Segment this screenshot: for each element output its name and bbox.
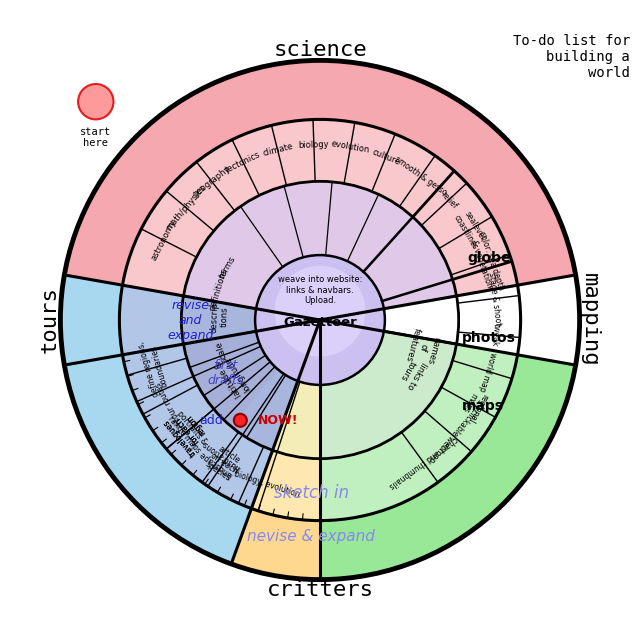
Text: chart and thumbnails: chart and thumbnails bbox=[387, 434, 460, 490]
Polygon shape bbox=[65, 60, 575, 285]
Text: definitions: definitions bbox=[207, 266, 229, 312]
Circle shape bbox=[255, 255, 385, 385]
Text: sketch in: sketch in bbox=[274, 484, 349, 502]
Polygon shape bbox=[184, 181, 456, 308]
Polygon shape bbox=[184, 332, 320, 459]
Text: scale: scale bbox=[214, 340, 230, 364]
Text: climate: climate bbox=[261, 141, 294, 158]
Text: biology: biology bbox=[298, 140, 330, 150]
Text: culture: culture bbox=[371, 148, 401, 167]
Text: nevise & expand: nevise & expand bbox=[247, 529, 375, 545]
Text: color: sea depth
& vegetation: color: sea depth & vegetation bbox=[467, 230, 505, 295]
Text: critters: critters bbox=[266, 580, 374, 600]
Text: mapping: mapping bbox=[580, 273, 600, 367]
Text: portraits &
range maps: portraits & range maps bbox=[166, 407, 210, 454]
Text: Gazetteer: Gazetteer bbox=[283, 316, 357, 330]
Text: maps: maps bbox=[461, 399, 504, 413]
Circle shape bbox=[275, 266, 365, 356]
Text: sealevel,
coastlines: sealevel, coastlines bbox=[452, 208, 489, 251]
Polygon shape bbox=[181, 296, 298, 451]
Text: tour routes: tour routes bbox=[154, 380, 182, 422]
Polygon shape bbox=[184, 320, 320, 426]
Text: terms: terms bbox=[218, 254, 238, 280]
Text: To-do list for
building a
world: To-do list for building a world bbox=[513, 34, 630, 80]
Text: science: science bbox=[273, 40, 367, 60]
Text: relief: relief bbox=[438, 190, 458, 211]
Text: smooth & gesso: smooth & gesso bbox=[393, 155, 449, 198]
Polygon shape bbox=[320, 332, 456, 459]
Polygon shape bbox=[120, 285, 273, 509]
Text: stage & shoot: stage & shoot bbox=[486, 271, 502, 326]
Text: regional
maps: regional maps bbox=[458, 387, 490, 424]
Polygon shape bbox=[122, 120, 518, 296]
Text: descrip-
tions: descrip- tions bbox=[209, 300, 230, 334]
Text: revise
and
expand: revise and expand bbox=[167, 298, 213, 342]
Text: add: add bbox=[199, 414, 223, 427]
Text: biology, evolution: biology, evolution bbox=[233, 469, 301, 499]
Text: evolution: evolution bbox=[330, 140, 371, 155]
Text: clickable webmap: clickable webmap bbox=[426, 406, 479, 464]
Text: article
on each
species: article on each species bbox=[203, 442, 244, 484]
Text: start
here: start here bbox=[80, 127, 111, 148]
Circle shape bbox=[234, 414, 247, 427]
Text: photos: photos bbox=[461, 331, 515, 345]
Text: first
drafts: first drafts bbox=[207, 359, 244, 387]
Text: define regions,
boundaries: define regions, boundaries bbox=[137, 337, 172, 397]
Text: tours: tours bbox=[40, 287, 60, 353]
Polygon shape bbox=[320, 344, 518, 520]
Polygon shape bbox=[120, 285, 320, 509]
Text: tectonics: tectonics bbox=[224, 150, 262, 175]
Text: travelogues
for each
region: travelogues for each region bbox=[162, 404, 214, 458]
Text: names
of
features: names of features bbox=[404, 327, 442, 368]
Text: links to
tours: links to tours bbox=[396, 355, 428, 391]
Text: globe: globe bbox=[467, 251, 511, 265]
Text: tweak: tweak bbox=[490, 323, 500, 348]
Text: world map: world map bbox=[477, 351, 498, 392]
Polygon shape bbox=[60, 275, 252, 564]
Text: geography: geography bbox=[191, 164, 232, 199]
Text: astronomy: astronomy bbox=[149, 218, 178, 262]
Text: latitude &
longitude: latitude & longitude bbox=[214, 353, 253, 399]
Polygon shape bbox=[65, 355, 320, 580]
Text: NOW!: NOW! bbox=[258, 414, 298, 427]
Polygon shape bbox=[122, 344, 320, 520]
Text: weave into website:
links & navbars.
Upload.: weave into website: links & navbars. Upl… bbox=[278, 275, 362, 305]
Text: math/physics: math/physics bbox=[164, 183, 207, 232]
Text: landscape
illustrations: landscape illustrations bbox=[195, 438, 243, 481]
Polygon shape bbox=[320, 355, 575, 580]
Circle shape bbox=[78, 84, 113, 120]
Text: travelogues
for each
region: travelogues for each region bbox=[162, 404, 214, 458]
